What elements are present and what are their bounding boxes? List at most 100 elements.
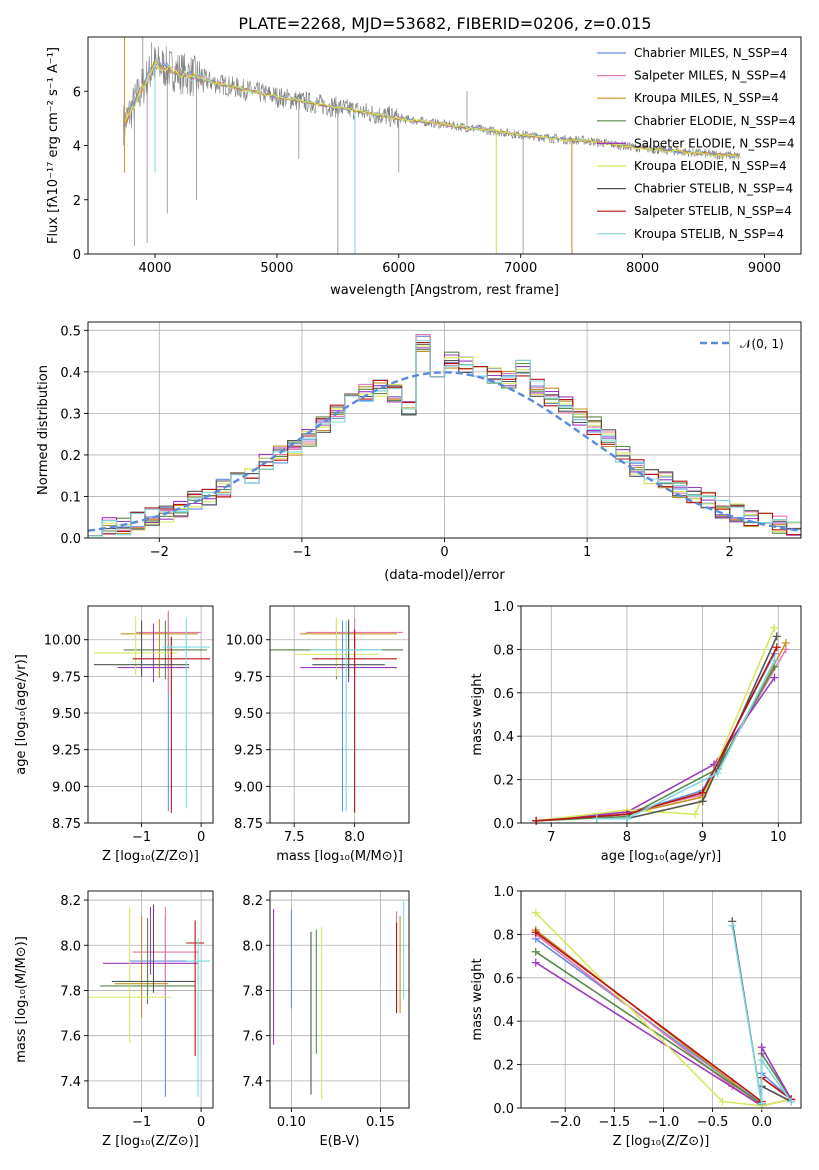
axes-frame	[269, 605, 410, 824]
y-tick-label: 0.2	[493, 774, 514, 789]
data-point-marker	[531, 958, 540, 967]
x-tick-label: −1	[132, 830, 151, 845]
y-tick-label: 1.0	[493, 885, 514, 900]
y-tick-label: 8.75	[234, 817, 263, 832]
axes-frame	[520, 605, 802, 824]
x-axis-label: age [log₁₀(age/yr)]	[601, 849, 722, 864]
data-point-marker	[757, 1043, 766, 1052]
y-tick-label: 9.00	[52, 780, 81, 795]
data-point-marker	[531, 947, 540, 956]
y-axis-label: mass [log₁₀(M/M⊙)]	[14, 936, 29, 1063]
y-tick-label: 7.4	[60, 1075, 81, 1090]
data-point-marker	[757, 1056, 766, 1065]
data-point-marker	[770, 673, 779, 682]
y-tick-label: 9.50	[52, 707, 81, 722]
y-tick-label: 0	[73, 248, 81, 263]
y-tick-label: 9.25	[52, 744, 81, 759]
x-tick-label: 4000	[138, 261, 171, 276]
y-tick-label: 10.00	[44, 634, 81, 649]
z-mass-panel: −1 0 7.4 7.6 7.8 8.0 8.2 Z [log₁₀(Z/Z⊙)] mass [l…	[14, 890, 214, 1149]
series-line	[536, 627, 776, 822]
data-point-marker	[531, 928, 540, 937]
x-tick-label: 10	[770, 830, 787, 845]
data-point-marker	[698, 797, 707, 806]
x-tick-label: 0	[440, 545, 448, 560]
data-point-marker	[770, 656, 779, 665]
x-axis-label: Z [log₁₀(Z/Z⊙)]	[102, 1134, 199, 1149]
x-tick-label: −1	[132, 1115, 151, 1130]
x-tick-label: 0.0	[751, 1115, 772, 1130]
data-point-marker	[532, 816, 541, 825]
y-tick-label: 9.25	[234, 744, 263, 759]
series-line	[536, 649, 787, 822]
y-axis-label: age [log₁₀(age/yr)]	[14, 654, 29, 775]
residuals-panel: −2 −1 0 1 2 0.0 0.1 0.2 0.3 0.4 0.5 𝒩(0, 1) (data-mo…	[36, 321, 802, 583]
ebv-mass-panel: 0.10 0.15 7.4 7.6 7.8 8.0 8.2 E(B-V)	[242, 890, 410, 1149]
y-tick-label: 1.0	[493, 600, 514, 615]
y-tick-label: 0.6	[493, 972, 514, 987]
data-point-marker	[772, 632, 781, 641]
legend-entry: 𝒩(0, 1)	[740, 337, 784, 351]
y-tick-label: 0.1	[60, 490, 81, 505]
series-line	[596, 636, 778, 820]
y-tick-label: 4	[73, 140, 81, 155]
x-tick-label: −1.5	[599, 1115, 631, 1130]
x-tick-label: 8000	[626, 261, 659, 276]
y-tick-label: 8.2	[60, 894, 81, 909]
data-point-marker	[531, 908, 540, 917]
y-tick-label: 7.6	[242, 1030, 263, 1045]
y-tick-label: 7.4	[242, 1075, 263, 1090]
series-line	[535, 912, 792, 1107]
data-point-marker	[772, 643, 781, 652]
x-axis-label: (data-model)/error	[384, 568, 505, 583]
x-tick-label: 6000	[382, 261, 415, 276]
x-axis-label: Z [log₁₀(Z/Z⊙)]	[613, 1134, 710, 1149]
x-tick-label: −1.0	[648, 1115, 680, 1130]
z-age-panel: −1 0 8.75 9.00 9.25 9.50 9.75 10.00 Z [log₁₀(Z/Z…	[14, 605, 214, 864]
data-point-marker	[728, 921, 737, 930]
y-axis-label: mass weight	[470, 673, 485, 755]
legend-entry: Salpeter MILES, N_SSP=4	[634, 69, 787, 83]
series-line	[536, 646, 778, 822]
y-tick-label: 0.8	[493, 928, 514, 943]
x-tick-label: −2.0	[549, 1115, 581, 1130]
axes-frame	[269, 890, 410, 1109]
x-tick-label: 7	[547, 830, 555, 845]
x-tick-label: 1	[583, 545, 591, 560]
series-line	[536, 677, 776, 822]
x-tick-label: 7.5	[284, 830, 305, 845]
series-line	[731, 925, 792, 1104]
x-tick-label: −1	[292, 545, 311, 560]
x-axis-label: wavelength [Angstrom, rest frame]	[330, 283, 559, 298]
y-tick-label: 0.3	[60, 407, 81, 422]
x-tick-label: −0.5	[697, 1115, 729, 1130]
legend-entry: Chabrier MILES, N_SSP=4	[634, 46, 788, 60]
mass-age-panel: 7.5 8.0 8.75 9.00 9.25 9.50 9.75 10.00 mass [log…	[226, 605, 410, 864]
y-tick-label: 0.8	[493, 643, 514, 658]
y-tick-label: 0.4	[493, 730, 514, 745]
data-spectrum-line	[123, 46, 741, 161]
y-tick-label: 8.0	[60, 939, 81, 954]
z-weight-panel: −2.0 −1.5 −1.0 −0.5 0.0 0.0 0.2 0.4 0.6 0.8 1.0 Z […	[470, 885, 802, 1149]
data-point-marker	[592, 814, 601, 823]
x-tick-label: 0	[197, 830, 205, 845]
y-tick-label: 2	[73, 194, 81, 209]
y-tick-label: 8.0	[242, 939, 263, 954]
model-line	[124, 60, 739, 158]
y-tick-label: 0.2	[493, 1059, 514, 1074]
series-line	[596, 659, 776, 820]
y-tick-label: 0.4	[60, 366, 81, 381]
data-point-marker	[770, 623, 779, 632]
x-tick-label: 0	[197, 1115, 205, 1130]
data-point-marker	[787, 1097, 796, 1106]
x-tick-label: 9	[698, 830, 706, 845]
data-point-marker	[691, 810, 700, 819]
legend-entry: Kroupa ELODIE, N_SSP=4	[634, 159, 787, 173]
x-tick-label: 8	[623, 830, 631, 845]
y-tick-label: 0.2	[60, 449, 81, 464]
x-tick-label: 0.10	[277, 1115, 306, 1130]
legend-entry: Kroupa MILES, N_SSP=4	[634, 91, 779, 105]
legend-entry: Chabrier STELIB, N_SSP=4	[634, 182, 793, 196]
y-tick-label: 9.50	[234, 707, 263, 722]
